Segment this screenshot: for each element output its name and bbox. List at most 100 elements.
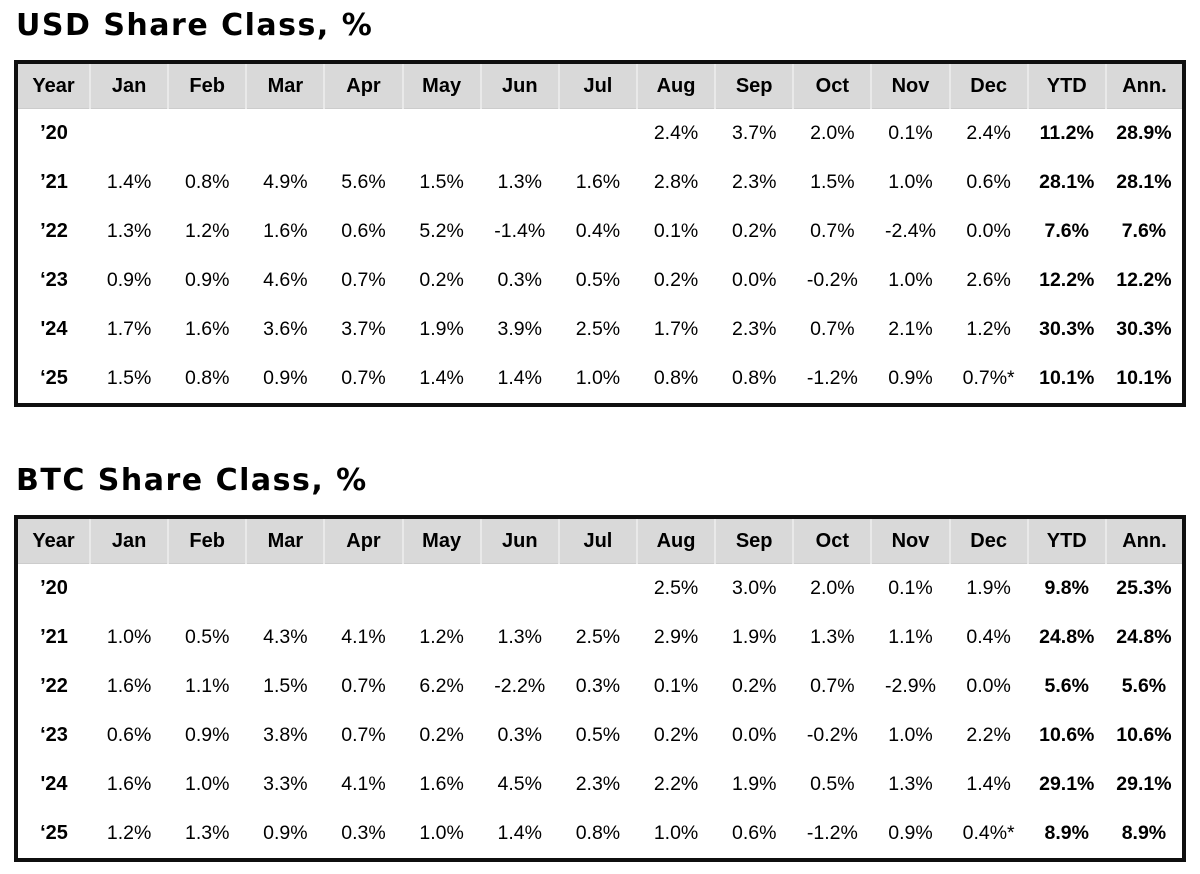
- month-value-cell: 1.0%: [871, 256, 950, 305]
- month-value-cell: 3.0%: [715, 563, 794, 613]
- ann-value-cell: 30.3%: [1105, 305, 1184, 354]
- column-header-nov: Nov: [870, 517, 950, 564]
- month-value-cell: 2.3%: [558, 760, 637, 809]
- table-row: '24 1.7% 1.6% 3.6% 3.7% 1.9% 3.9% 2.5% 1.7% 2.3% 0…: [16, 305, 1184, 354]
- month-value-cell: 2.4%: [949, 108, 1028, 158]
- column-header-sep: Sep: [714, 517, 794, 564]
- month-value-cell: -0.2%: [793, 256, 872, 305]
- month-value-cell: 0.6%: [949, 158, 1028, 207]
- year-cell: '24: [16, 760, 90, 809]
- month-value-cell: [324, 108, 403, 158]
- month-value-cell: 1.2%: [402, 613, 481, 662]
- month-value-cell: 1.7%: [636, 305, 716, 354]
- month-value-cell: [480, 563, 559, 613]
- table-row: ’20 2.5% 3.0% 2.0% 0.1% 1.9% 9.8% 25.3%: [16, 563, 1184, 613]
- column-header-jun: Jun: [479, 62, 559, 109]
- month-value-cell: 0.4%: [949, 613, 1028, 662]
- ytd-value-cell: 5.6%: [1027, 662, 1106, 711]
- month-value-cell: 0.8%: [636, 354, 716, 405]
- month-value-cell: 2.1%: [871, 305, 950, 354]
- month-value-cell: 0.7%*: [949, 354, 1028, 405]
- month-value-cell: 3.6%: [246, 305, 325, 354]
- btc-share-class-title: BTC Share Class, %: [16, 463, 368, 498]
- month-value-cell: 0.5%: [558, 256, 637, 305]
- column-header-sep: Sep: [714, 62, 794, 109]
- month-value-cell: 1.2%: [90, 809, 169, 860]
- month-value-cell: 1.0%: [871, 711, 950, 760]
- month-value-cell: 1.0%: [636, 809, 716, 860]
- month-value-cell: -1.4%: [480, 207, 559, 256]
- month-value-cell: 0.7%: [793, 305, 872, 354]
- month-value-cell: 3.8%: [246, 711, 325, 760]
- month-value-cell: 1.4%: [90, 158, 169, 207]
- table-row: '24 1.6% 1.0% 3.3% 4.1% 1.6% 4.5% 2.3% 2.2% 1.9% 0…: [16, 760, 1184, 809]
- month-value-cell: 1.0%: [90, 613, 169, 662]
- table-body: ’20 2.5% 3.0% 2.0% 0.1% 1.9% 9.8% 25.3% ’21 1.0% 0…: [16, 563, 1184, 860]
- month-value-cell: 2.5%: [636, 563, 716, 613]
- month-value-cell: 0.9%: [246, 354, 325, 405]
- ytd-value-cell: 10.6%: [1027, 711, 1106, 760]
- month-value-cell: [246, 563, 325, 613]
- month-value-cell: 1.7%: [90, 305, 169, 354]
- month-value-cell: 0.6%: [715, 809, 794, 860]
- month-value-cell: 1.0%: [402, 809, 481, 860]
- usd-share-class-table: Year Jan Feb Mar Apr May Jun Jul Aug Sep Oct Nov Dec…: [14, 60, 1186, 407]
- month-value-cell: [168, 563, 247, 613]
- ann-value-cell: 10.1%: [1105, 354, 1184, 405]
- month-value-cell: 1.3%: [480, 158, 559, 207]
- month-value-cell: 2.2%: [949, 711, 1028, 760]
- month-value-cell: 4.6%: [246, 256, 325, 305]
- month-value-cell: 1.6%: [246, 207, 325, 256]
- month-value-cell: [90, 563, 169, 613]
- month-value-cell: 0.3%: [480, 711, 559, 760]
- column-header-year: Year: [16, 517, 90, 564]
- month-value-cell: 1.9%: [715, 760, 794, 809]
- month-value-cell: 0.4%*: [949, 809, 1028, 860]
- month-value-cell: 3.9%: [480, 305, 559, 354]
- month-value-cell: 0.8%: [168, 158, 247, 207]
- column-header-aug: Aug: [635, 517, 716, 564]
- month-value-cell: 0.9%: [871, 354, 950, 405]
- month-value-cell: 0.1%: [871, 563, 950, 613]
- year-cell: ’21: [16, 613, 90, 662]
- month-value-cell: 0.2%: [402, 711, 481, 760]
- month-value-cell: 1.3%: [480, 613, 559, 662]
- ann-value-cell: 7.6%: [1105, 207, 1184, 256]
- column-header-jul: Jul: [557, 62, 637, 109]
- month-value-cell: -1.2%: [793, 809, 872, 860]
- column-header-jun: Jun: [479, 517, 559, 564]
- month-value-cell: -2.2%: [480, 662, 559, 711]
- column-header-ytd: YTD: [1026, 517, 1106, 564]
- month-value-cell: 1.0%: [168, 760, 247, 809]
- month-value-cell: 1.5%: [90, 354, 169, 405]
- month-value-cell: 0.7%: [324, 662, 403, 711]
- month-value-cell: 1.3%: [793, 613, 872, 662]
- column-header-may: May: [401, 517, 481, 564]
- month-value-cell: 0.2%: [636, 711, 716, 760]
- column-header-feb: Feb: [167, 62, 247, 109]
- month-value-cell: 4.1%: [324, 760, 403, 809]
- month-value-cell: 2.8%: [636, 158, 716, 207]
- month-value-cell: 2.3%: [715, 305, 794, 354]
- ytd-value-cell: 11.2%: [1027, 108, 1106, 158]
- month-value-cell: 0.3%: [558, 662, 637, 711]
- year-cell: ’20: [16, 563, 90, 613]
- table-row: ‘25 1.5% 0.8% 0.9% 0.7% 1.4% 1.4% 1.0% 0.8% 0.8% -…: [16, 354, 1184, 405]
- month-value-cell: 1.6%: [90, 662, 169, 711]
- month-value-cell: 0.9%: [871, 809, 950, 860]
- month-value-cell: [558, 108, 637, 158]
- column-header-jan: Jan: [88, 62, 169, 109]
- header-row: Year Jan Feb Mar Apr May Jun Jul Aug Sep Oct Nov Dec…: [16, 517, 1184, 564]
- month-value-cell: 3.7%: [715, 108, 794, 158]
- table-header: Year Jan Feb Mar Apr May Jun Jul Aug Sep Oct Nov Dec…: [16, 62, 1184, 109]
- month-value-cell: 0.9%: [90, 256, 169, 305]
- year-cell: ‘23: [16, 256, 90, 305]
- ann-value-cell: 28.9%: [1105, 108, 1184, 158]
- month-value-cell: 1.6%: [402, 760, 481, 809]
- month-value-cell: [558, 563, 637, 613]
- month-value-cell: 0.1%: [636, 662, 716, 711]
- month-value-cell: 1.4%: [480, 809, 559, 860]
- ytd-value-cell: 12.2%: [1027, 256, 1106, 305]
- month-value-cell: 0.2%: [715, 662, 794, 711]
- month-value-cell: 2.9%: [636, 613, 716, 662]
